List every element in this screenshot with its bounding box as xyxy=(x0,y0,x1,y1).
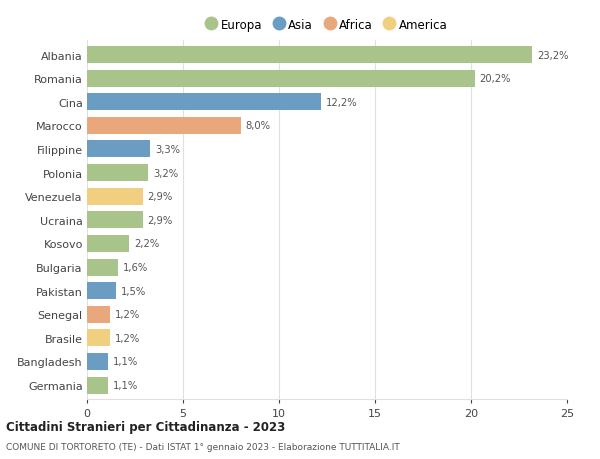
Bar xyxy=(87,235,129,252)
Bar xyxy=(87,212,143,229)
Text: 1,2%: 1,2% xyxy=(115,333,140,343)
Bar xyxy=(87,306,110,323)
Text: 1,6%: 1,6% xyxy=(122,263,148,273)
Bar xyxy=(87,118,241,134)
Text: 12,2%: 12,2% xyxy=(326,98,358,107)
Bar xyxy=(87,259,118,276)
Text: Cittadini Stranieri per Cittadinanza - 2023: Cittadini Stranieri per Cittadinanza - 2… xyxy=(6,420,285,433)
Text: 1,1%: 1,1% xyxy=(113,357,138,367)
Bar xyxy=(87,71,475,88)
Bar xyxy=(87,282,116,299)
Bar xyxy=(87,377,108,394)
Text: 1,1%: 1,1% xyxy=(113,380,138,390)
Text: 2,2%: 2,2% xyxy=(134,239,159,249)
Text: 1,5%: 1,5% xyxy=(121,286,146,296)
Bar xyxy=(87,330,110,347)
Bar xyxy=(87,47,532,64)
Text: 3,2%: 3,2% xyxy=(153,168,178,178)
Bar xyxy=(87,165,148,182)
Text: COMUNE DI TORTORETO (TE) - Dati ISTAT 1° gennaio 2023 - Elaborazione TUTTITALIA.: COMUNE DI TORTORETO (TE) - Dati ISTAT 1°… xyxy=(6,442,400,451)
Text: 1,2%: 1,2% xyxy=(115,309,140,319)
Text: 8,0%: 8,0% xyxy=(245,121,271,131)
Text: 2,9%: 2,9% xyxy=(148,215,173,225)
Bar xyxy=(87,188,143,205)
Text: 23,2%: 23,2% xyxy=(537,50,569,61)
Text: 20,2%: 20,2% xyxy=(479,74,511,84)
Text: 3,3%: 3,3% xyxy=(155,145,180,155)
Text: 2,9%: 2,9% xyxy=(148,192,173,202)
Legend: Europa, Asia, Africa, America: Europa, Asia, Africa, America xyxy=(206,19,448,32)
Bar xyxy=(87,141,151,158)
Bar xyxy=(87,94,321,111)
Bar xyxy=(87,353,108,370)
